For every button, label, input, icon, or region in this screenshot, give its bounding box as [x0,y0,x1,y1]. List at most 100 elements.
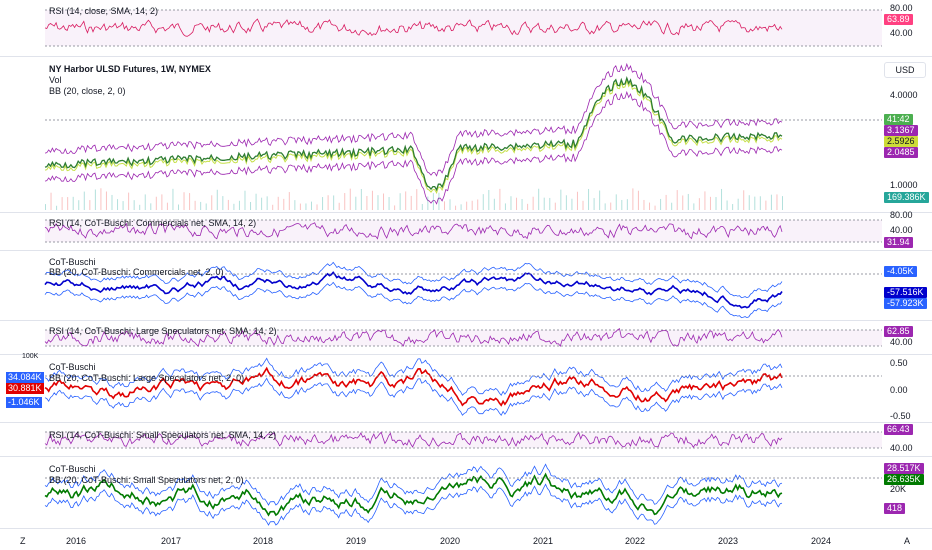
cot-large-tick-minus-0.5: -0.50 [890,411,911,421]
volume-bar [288,192,290,210]
cot-small-legend[interactable]: CoT-Buschi [49,464,96,474]
volume-bar [449,199,451,210]
cot-large-bb-lower [44,377,783,417]
rsi-close-legend[interactable]: RSI (14, close, SMA, 14, 2) [49,6,159,16]
cot-large-tick-0.5: 0.50 [890,358,908,368]
volume-bar [770,194,772,210]
rsi-close-tick-40: 40.00 [890,28,913,38]
bb-basis-badge: 2.5926 [884,136,918,147]
cot-small-line [44,472,783,517]
price-tick-4: 4.0000 [890,90,918,100]
volume-bar [660,198,662,210]
rsi-small-band [45,432,882,448]
volume-bar [155,196,157,210]
volume-bar [222,196,224,210]
cot-commercials-bb-legend[interactable]: BB (20, CoT-Buschi: Commercials net, 2, … [49,267,224,277]
rsi-comm-badge: 31.94 [884,237,913,248]
rsi-commercials-legend[interactable]: RSI (14, CoT-Buschi: Commercials net, SM… [49,218,257,228]
volume-bar [227,199,229,210]
cot-large-bb-upper [44,357,783,397]
rsi-close-value-badge: 63.89 [884,14,913,25]
volume-bar [477,199,479,210]
volume-bar [388,197,390,210]
cot-large-line [44,366,783,407]
volume-bar [172,188,174,210]
timezone-button[interactable]: Z [20,536,26,546]
volume-bar [67,197,69,210]
volume-bar [327,195,329,210]
volume-bar [56,205,58,210]
volume-bar [211,195,213,210]
volume-bar [776,194,778,210]
volume-bar [128,192,130,210]
x-tick-2019: 2019 [346,536,367,546]
rsi-large-line [44,327,783,348]
x-tick-2024: 2024 [811,536,832,546]
volume-bar [45,204,46,210]
volume-bar [344,193,346,210]
x-tick-2017: 2017 [161,536,182,546]
volume-bar [355,196,357,210]
cot-small-lower-badge: 418 [884,503,906,514]
cot-commercials-legend[interactable]: CoT-Buschi [49,257,96,267]
volume-bar [676,190,678,210]
rsi-close-line [44,18,783,37]
volume-bar [493,198,495,210]
currency-button[interactable]: USD [884,62,926,78]
rsi-small-line [44,431,783,448]
volume-bar [649,202,651,210]
volume-bar [50,192,52,210]
volume-bar [682,195,684,210]
volume-bar [305,203,307,210]
volume-bar [322,197,324,210]
volume-bar [366,195,368,210]
price-tick-1: 1.0000 [890,180,918,190]
volume-bar [105,191,107,210]
volume-bar [89,200,91,210]
volume-bar [743,190,745,210]
bollinger-legend[interactable]: BB (20, close, 2, 0) [49,86,126,96]
volume-bar [782,196,783,210]
volume-bar [183,192,185,210]
rsi-comm-tick-40: 40.00 [890,225,913,235]
auto-scale-button[interactable]: A [904,536,911,546]
volume-legend[interactable]: Vol [49,75,62,85]
rsi-small-legend[interactable]: RSI (14, CoT-Buschi: Small Speculators n… [49,430,277,440]
volume-bar [272,204,274,210]
volume-bar [61,197,63,210]
rsi-large-tick-40: 40.00 [890,337,913,347]
symbol-title[interactable]: NY Harbor ULSD Futures, 1W, NYMEX [49,64,211,74]
rsi-small-badge: 66.43 [884,424,913,435]
volume-bar [588,188,590,210]
cot-large-bb-legend[interactable]: BB (20, CoT-Buschi: Large Speculators ne… [49,373,245,383]
price-badge: 41:42 [884,114,913,125]
volume-bar [593,198,595,210]
volume-bar [443,201,445,210]
cot-small-bb-legend[interactable]: BB (20, CoT-Buschi: Small Speculators ne… [49,475,244,485]
rsi-comm-tick-80: 80.00 [890,210,913,220]
volume-bar [471,200,473,210]
volume-bar [189,193,191,210]
volume-bar [277,196,279,210]
cot-large-legend[interactable]: CoT-Buschi [49,362,96,372]
volume-bar [371,190,373,210]
volume-bar [310,201,312,210]
volume-bar [244,190,246,210]
volume-bar [765,200,767,210]
price-line [44,76,783,192]
volume-badge: 169.386K [884,192,929,203]
volume-bar [654,205,656,210]
bb-upper-line [44,62,783,177]
rsi-large-legend[interactable]: RSI (14, CoT-Buschi: Large Speculators n… [49,326,277,336]
volume-bar [604,203,606,210]
volume-bar [432,193,434,210]
x-tick-2022: 2022 [625,536,646,546]
volume-bar [166,202,168,210]
volume-bar [527,203,529,210]
volume-bar [316,204,318,210]
cot-small-upper-badge: 28.517K [884,463,924,474]
volume-bar [543,197,545,210]
rsi-comm-band [45,220,882,242]
volume-bar [610,202,612,210]
